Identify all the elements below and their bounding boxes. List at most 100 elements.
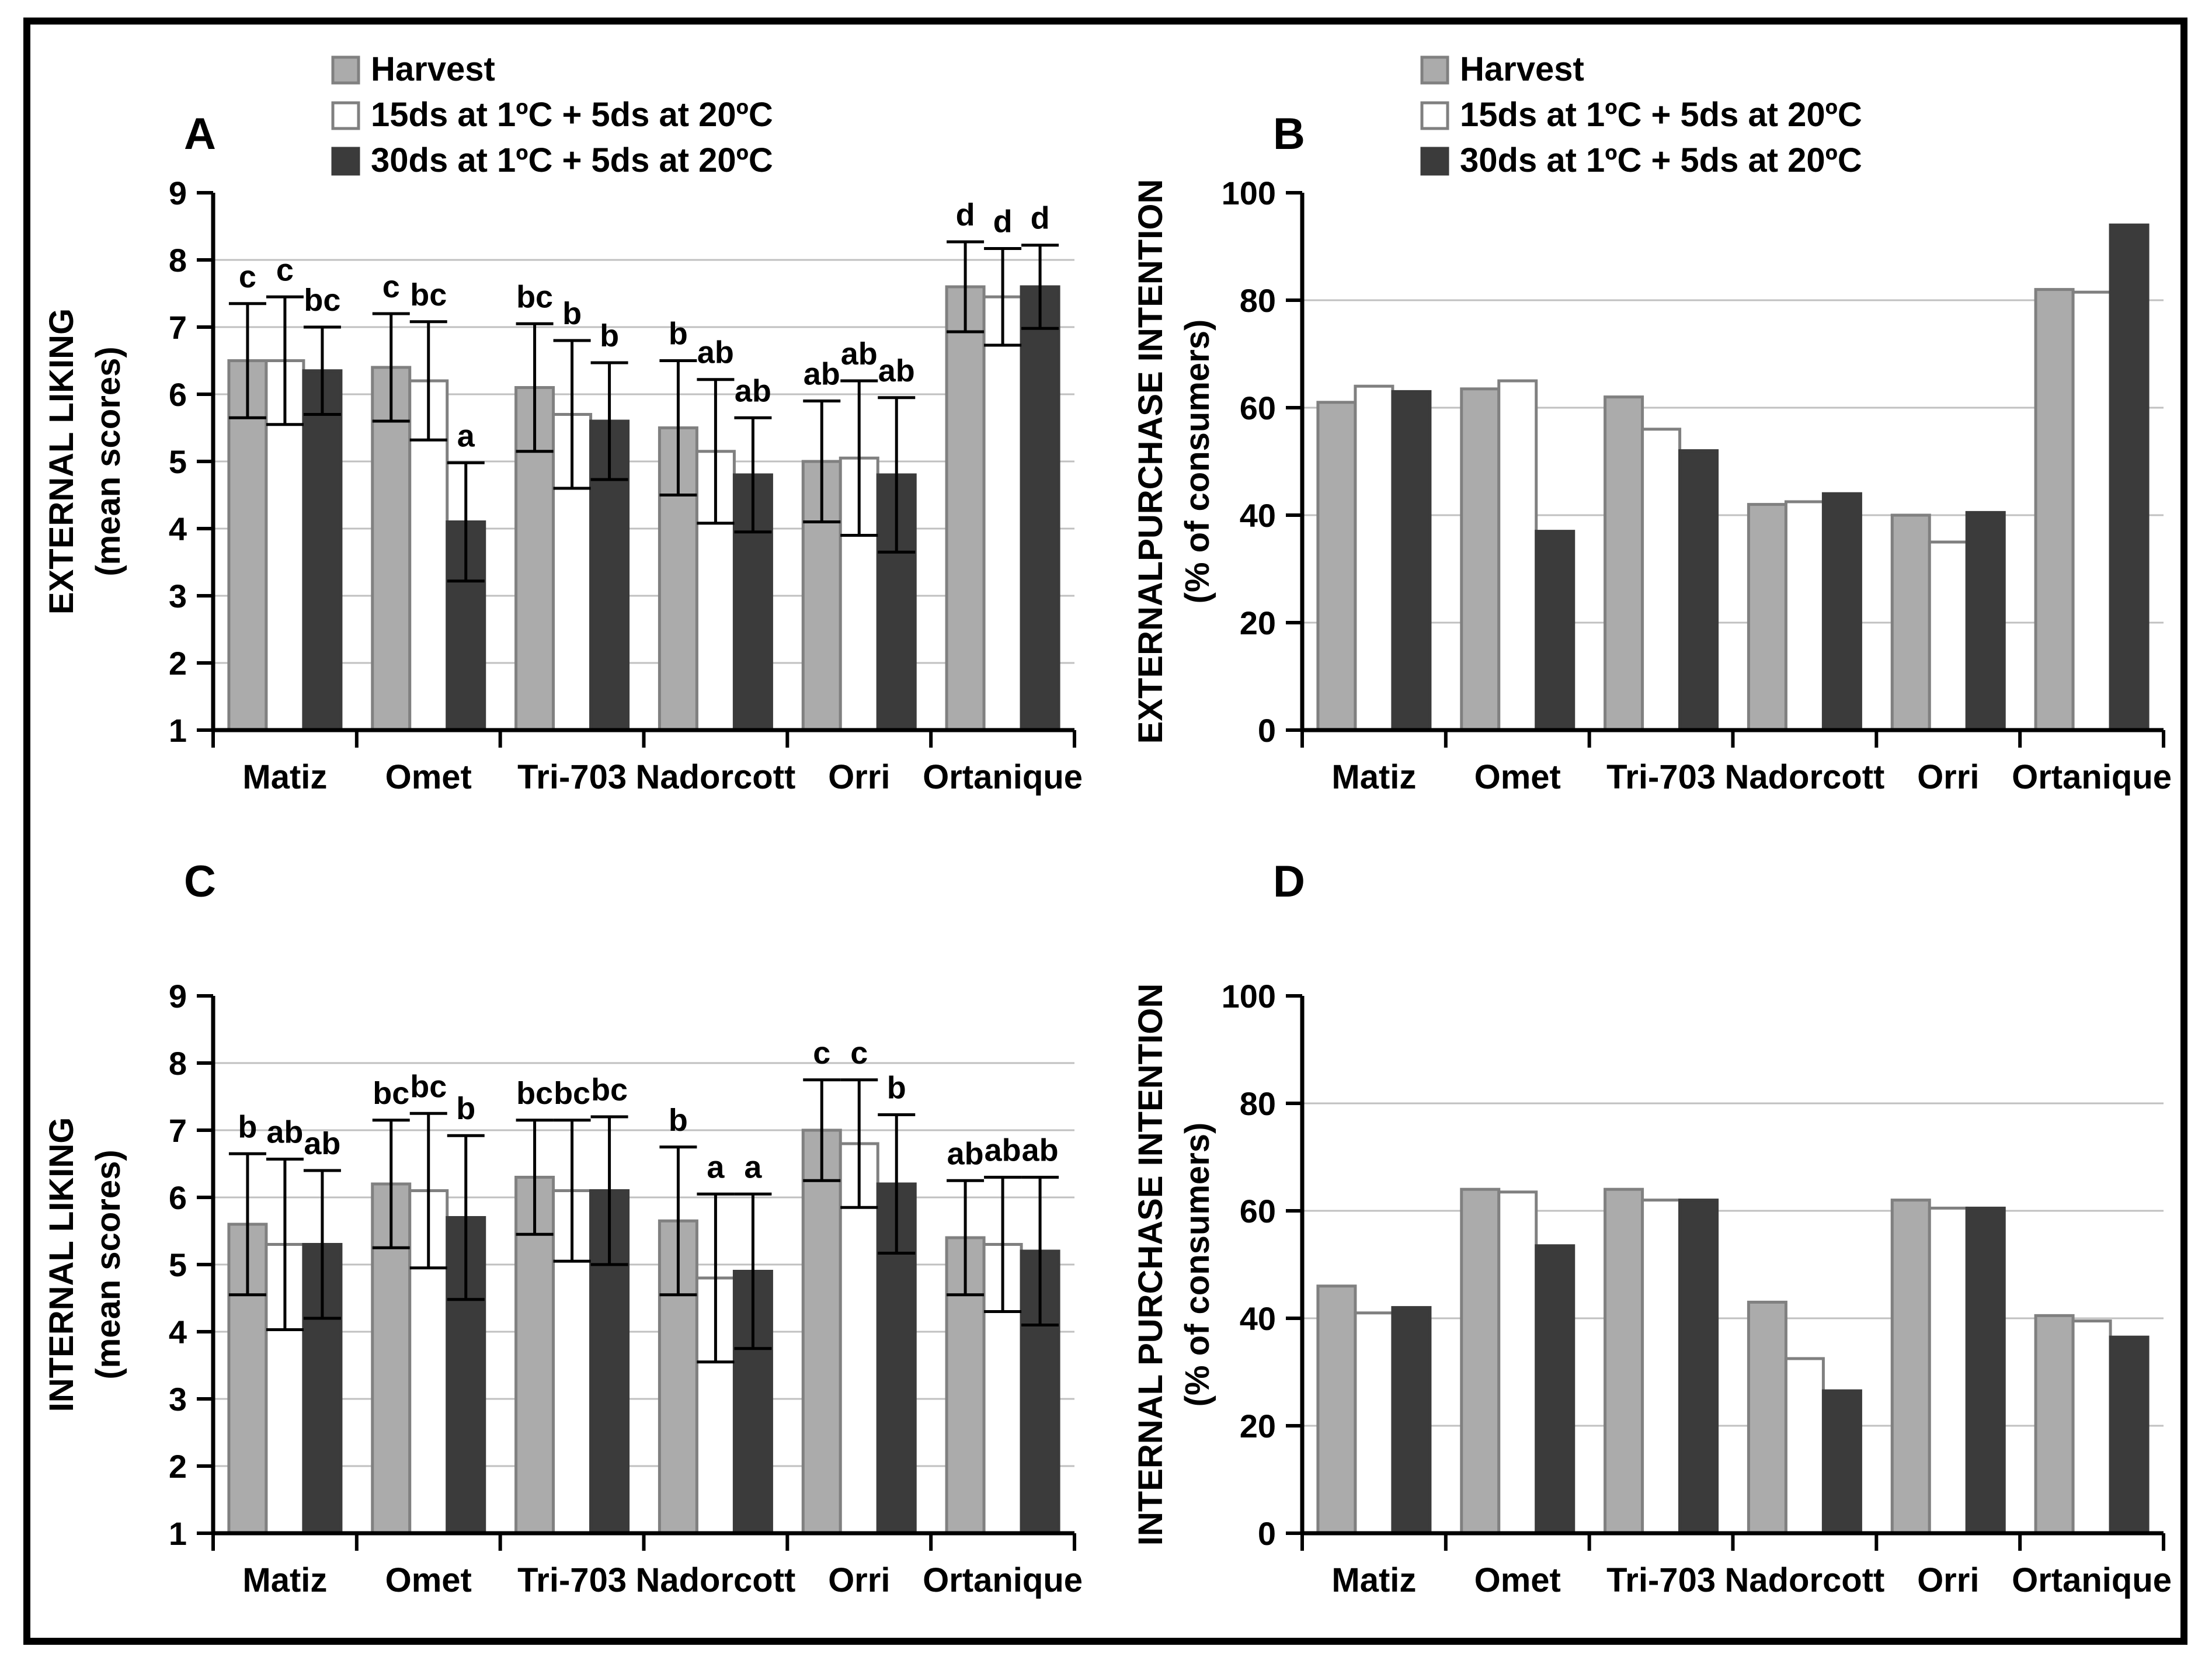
sig-letter: c [813,1036,830,1071]
x-category-label: Tri-703 [517,758,627,796]
y-tick-label: 100 [1222,175,1276,211]
x-category-label: Tri-703 [1606,1561,1716,1599]
bar-harvest [1604,395,1644,732]
bar-15ds [1641,428,1682,732]
sig-letter: d [993,204,1013,239]
y-tick-label: 40 [1240,1300,1276,1337]
y-tick-label: 7 [169,1112,187,1149]
sig-letter: bc [591,1072,628,1107]
legend-swatch [331,147,360,176]
x-category-label: Orri [828,758,890,796]
bar-30ds [1965,1206,2006,1535]
sig-letter: b [887,1071,906,1106]
panel-external-purchase-intention: 0 20 40 60 80 100 Matiz Omet Tri-703 Nadorcott Orr… [1118,23,2181,835]
bar-harvest [1460,387,1501,732]
y-tick-label: 4 [169,510,187,547]
bar-harvest [1604,1187,1644,1535]
sig-letter: ab [985,1133,1021,1168]
y-tick-label: 60 [1240,390,1276,426]
y-axis-label: INTERNAL LIKING [43,1117,81,1412]
legend-label: 30ds at 1ºC + 5ds at 20ºC [371,141,773,179]
x-category-label: Omet [1474,1561,1561,1599]
sig-letter: bc [554,1076,590,1111]
bar-harvest [1316,1284,1357,1535]
bar-30ds [1391,1306,1432,1535]
y-axis-label: EXTERNALPURCHASE INTENTION [1132,179,1170,744]
y-tick-label: 9 [169,175,187,211]
bar-30ds [2109,1335,2150,1535]
y-tick-label: 5 [169,1246,187,1283]
y-tick-label: 80 [1240,282,1276,319]
sig-letter: ab [878,353,915,388]
y-tick-label: 4 [169,1314,187,1350]
panel-internal-liking: b bc bc b c ab ab bc bc a c ab ab b bc a b ab 1 2 3 4 5 6 7 8 9 Mat… [29,826,1092,1638]
bar-15ds [1497,1190,1538,1535]
y-tick-label: 5 [169,443,187,480]
panel-letter: D [1273,857,1305,907]
bar-30ds [1020,285,1060,732]
bar-30ds [1821,1389,1862,1535]
legend-swatch [1420,147,1449,176]
legend-label: Harvest [371,50,495,88]
y-axis-label-units: (mean scores) [89,1149,127,1379]
sig-letter: ab [735,373,771,408]
sig-letter: bc [304,283,340,318]
sig-letter: b [562,296,582,331]
x-category-label: Omet [385,1561,472,1599]
sig-letter: ab [804,357,840,392]
bar-harvest [1460,1187,1501,1535]
sig-letter: ab [841,336,878,371]
legend-swatch [1420,101,1449,130]
sig-letter: ab [304,1126,340,1161]
bar-15ds [2071,1319,2112,1535]
legend-label: Harvest [1460,50,1584,88]
sig-letter: b [669,317,688,352]
y-tick-label: 0 [1258,712,1276,749]
legend-swatch [331,55,360,85]
x-category-label: Orri [1917,758,1979,796]
bar-30ds [2109,223,2150,732]
legend-label: 30ds at 1ºC + 5ds at 20ºC [1460,141,1862,179]
x-category-label: Omet [385,758,472,796]
bar-30ds [1391,390,1432,732]
bar-15ds [1784,500,1825,732]
y-tick-label: 8 [169,242,187,279]
sig-letter: b [456,1091,475,1126]
chart-internal-purchase-intention: 0 20 40 60 80 100 Matiz Omet Tri-703 Nadorcott Orr… [1132,857,2172,1599]
bar-30ds [1678,1199,1719,1535]
y-axis-label-units: (mean scores) [89,346,127,576]
panel-letter: C [184,857,216,907]
x-category-label: Ortanique [923,1561,1083,1599]
sig-letter: ab [947,1136,984,1171]
bar-harvest [2034,288,2075,732]
legend-swatch [1420,55,1449,85]
panel-letter: A [184,109,216,159]
bar-15ds [1784,1357,1825,1535]
sig-letter: bc [373,1076,409,1111]
y-tick-label: 0 [1258,1515,1276,1552]
bar-15ds [1641,1199,1682,1535]
bar-harvest [1747,1300,1787,1535]
y-axis-label-units: (% of consumers) [1178,319,1216,604]
y-tick-label: 6 [169,376,187,413]
bar-30ds [1535,1244,1575,1535]
bar-15ds [1928,540,1968,732]
bar-harvest [1890,1199,1931,1535]
x-category-label: Matiz [242,1561,327,1599]
bar-harvest [1890,513,1931,732]
x-category-label: Omet [1474,758,1561,796]
sig-letter: ab [266,1114,303,1149]
y-tick-label: 80 [1240,1085,1276,1122]
sig-letter: b [238,1109,257,1144]
y-tick-label: 2 [169,1448,187,1485]
y-tick-label: 1 [169,1515,187,1552]
x-category-label: Ortanique [923,758,1083,796]
sig-letter: bc [516,279,553,314]
legend-swatch [331,101,360,130]
bar-30ds [1821,492,1862,732]
x-category-label: Orri [828,1561,890,1599]
sig-letter: a [744,1149,762,1185]
bar-15ds [982,295,1023,732]
sig-letter: b [669,1103,688,1138]
